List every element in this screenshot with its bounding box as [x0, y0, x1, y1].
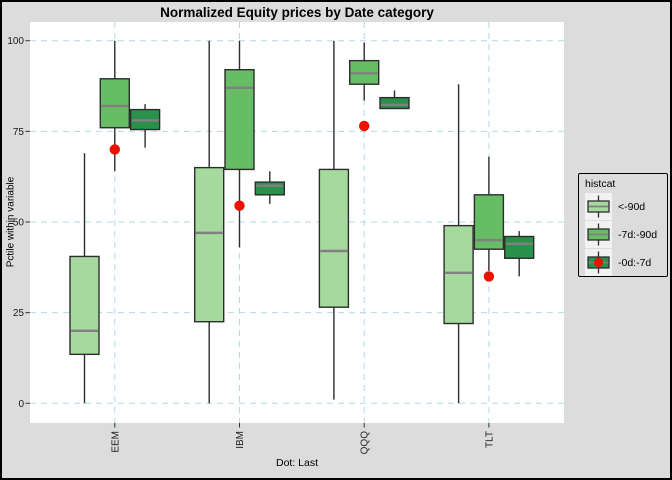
box-TLT-series0	[443, 224, 474, 325]
key-dot	[593, 257, 604, 268]
y-tick-label: 100	[7, 36, 24, 47]
box-IBM-series0	[193, 166, 225, 323]
x-axis-title: Dot: Last	[275, 457, 319, 469]
last-dot-QQQ	[359, 120, 370, 132]
legend-item-label: -7d:-90d	[618, 228, 658, 241]
last-dot-TLT	[483, 271, 495, 282]
chart-title: Normalized Equity prices by Date categor…	[160, 5, 434, 20]
box-QQQ-series2	[379, 96, 410, 110]
legend-item: -7d:-90d	[585, 221, 663, 248]
legend-title: histcat	[585, 178, 616, 190]
box-IBM-series2	[254, 181, 286, 196]
boxplot-key-icon	[585, 221, 612, 248]
box-IBM-series1	[224, 69, 255, 171]
x-tick-label: EEM	[110, 431, 121, 453]
legend-item: <-90d	[585, 193, 663, 220]
boxplot-key-dot-icon	[585, 249, 612, 276]
legend-item-label: <-90d	[618, 200, 646, 213]
last-dot-IBM	[234, 200, 245, 211]
x-tick-label: IBM	[235, 431, 246, 449]
box-EEM-series1	[99, 78, 131, 129]
boxplot-key-icon	[585, 193, 612, 220]
x-tick-label: QQQ	[360, 431, 371, 455]
legend-item: -0d:-7d	[585, 249, 663, 276]
box-QQQ-series0	[318, 168, 350, 308]
y-tick-label: 50	[13, 218, 25, 229]
box-TLT-series2	[504, 235, 535, 259]
legend: histcat <-90d -7d:-90d -0d:-7d	[578, 173, 668, 277]
box-EEM-series0	[69, 255, 100, 356]
y-tick-label: 25	[13, 308, 25, 319]
y-tick-label: 0	[18, 399, 24, 410]
y-axis-title: Pctile within variable	[5, 176, 17, 268]
y-tick-label: 75	[13, 127, 25, 138]
legend-item-label: -0d:-7d	[618, 256, 652, 269]
x-tick-label: TLT	[484, 431, 495, 448]
last-dot-EEM	[109, 144, 121, 155]
